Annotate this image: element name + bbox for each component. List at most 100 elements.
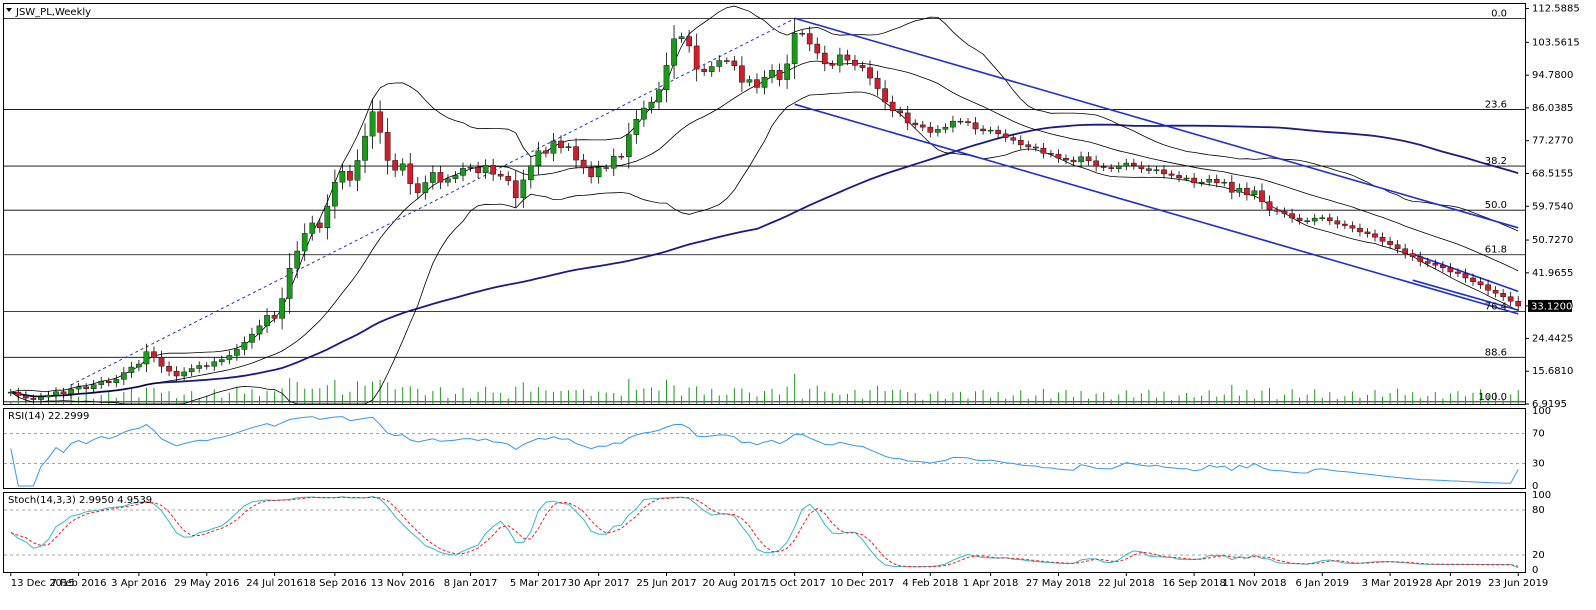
candle[interactable] bbox=[256, 319, 263, 341]
candle[interactable] bbox=[309, 215, 316, 241]
candle[interactable] bbox=[1176, 171, 1182, 183]
candle[interactable] bbox=[784, 54, 790, 89]
candle[interactable] bbox=[181, 367, 187, 381]
candle[interactable] bbox=[814, 37, 821, 60]
candle[interactable] bbox=[399, 158, 406, 176]
candle[interactable] bbox=[188, 364, 195, 377]
candle[interactable] bbox=[671, 25, 677, 79]
candle[interactable] bbox=[806, 26, 813, 52]
candle[interactable] bbox=[1326, 213, 1333, 225]
candle[interactable] bbox=[203, 362, 210, 370]
candle[interactable] bbox=[708, 61, 715, 77]
candle[interactable] bbox=[452, 171, 459, 184]
candle[interactable] bbox=[1387, 236, 1393, 249]
candle[interactable] bbox=[942, 123, 949, 134]
candle[interactable] bbox=[286, 253, 293, 314]
candle[interactable] bbox=[1342, 220, 1348, 230]
candle[interactable] bbox=[1364, 228, 1371, 238]
candle[interactable] bbox=[407, 152, 414, 195]
candle[interactable] bbox=[1055, 149, 1062, 163]
candle[interactable] bbox=[1085, 152, 1092, 166]
candle[interactable] bbox=[1168, 170, 1175, 179]
candle[interactable] bbox=[1432, 259, 1439, 269]
candle[interactable] bbox=[1417, 251, 1424, 267]
candle[interactable] bbox=[241, 336, 248, 356]
candle[interactable] bbox=[874, 70, 881, 96]
candle[interactable] bbox=[1492, 286, 1499, 298]
candle[interactable] bbox=[573, 138, 579, 169]
candle[interactable] bbox=[339, 163, 346, 190]
candle[interactable] bbox=[1221, 178, 1228, 187]
candle[interactable] bbox=[776, 63, 783, 87]
candle[interactable] bbox=[769, 64, 775, 84]
candle[interactable] bbox=[166, 361, 172, 377]
candle[interactable] bbox=[588, 161, 594, 184]
candle[interactable] bbox=[1357, 223, 1363, 237]
candle[interactable] bbox=[1033, 143, 1039, 152]
candle[interactable] bbox=[980, 125, 986, 135]
candle[interactable] bbox=[1251, 186, 1258, 200]
candle[interactable] bbox=[226, 350, 233, 365]
candle[interactable] bbox=[60, 387, 67, 398]
candle[interactable] bbox=[528, 156, 534, 189]
candle[interactable] bbox=[935, 125, 941, 137]
candle[interactable] bbox=[852, 55, 858, 71]
candle[interactable] bbox=[1334, 216, 1341, 229]
candle[interactable] bbox=[1507, 291, 1514, 306]
candle[interactable] bbox=[279, 287, 285, 330]
candle[interactable] bbox=[1281, 207, 1288, 218]
candle[interactable] bbox=[120, 366, 127, 386]
candle[interactable] bbox=[369, 99, 376, 149]
candle[interactable] bbox=[1462, 268, 1469, 283]
candle[interactable] bbox=[218, 355, 225, 366]
candle[interactable] bbox=[45, 391, 52, 401]
candle[interactable] bbox=[912, 119, 919, 129]
candle[interactable] bbox=[678, 32, 685, 43]
candle[interactable] bbox=[889, 95, 896, 118]
candle[interactable] bbox=[754, 73, 760, 94]
candle[interactable] bbox=[558, 135, 564, 154]
candle[interactable] bbox=[1191, 173, 1197, 188]
candle[interactable] bbox=[663, 52, 670, 103]
candle[interactable] bbox=[995, 125, 1001, 139]
candle[interactable] bbox=[23, 391, 29, 403]
candle[interactable] bbox=[30, 394, 37, 404]
candle[interactable] bbox=[68, 384, 74, 399]
candle[interactable] bbox=[377, 100, 383, 144]
candle[interactable] bbox=[234, 344, 240, 361]
candle[interactable] bbox=[821, 45, 828, 72]
candle[interactable] bbox=[1206, 174, 1213, 187]
candle[interactable] bbox=[1078, 151, 1084, 168]
candle[interactable] bbox=[950, 115, 956, 133]
candle[interactable] bbox=[1198, 178, 1205, 187]
candle[interactable] bbox=[648, 96, 655, 114]
candle[interactable] bbox=[497, 170, 504, 180]
triangle-down-icon[interactable] bbox=[6, 8, 12, 12]
candle[interactable] bbox=[1394, 240, 1401, 254]
candle[interactable] bbox=[1236, 183, 1243, 197]
candle[interactable] bbox=[633, 110, 640, 144]
candle[interactable] bbox=[98, 376, 105, 389]
candle[interactable] bbox=[618, 153, 625, 160]
candle[interactable] bbox=[158, 350, 165, 373]
candle[interactable] bbox=[1477, 277, 1484, 289]
candle[interactable] bbox=[1025, 140, 1032, 151]
candle[interactable] bbox=[882, 80, 888, 111]
candle[interactable] bbox=[693, 33, 700, 82]
candle[interactable] bbox=[1100, 162, 1107, 171]
candle[interactable] bbox=[1266, 195, 1273, 217]
candle[interactable] bbox=[15, 387, 22, 400]
candle[interactable] bbox=[490, 158, 496, 181]
candle[interactable] bbox=[354, 149, 361, 192]
candle[interactable] bbox=[113, 375, 120, 388]
stoch-pane-frame[interactable] bbox=[3, 492, 1526, 573]
candle[interactable] bbox=[1002, 129, 1009, 143]
candle[interactable] bbox=[625, 122, 632, 169]
candle[interactable] bbox=[904, 105, 911, 131]
candle[interactable] bbox=[701, 65, 708, 76]
candle[interactable] bbox=[1311, 213, 1318, 226]
candle[interactable] bbox=[1017, 135, 1024, 150]
candle[interactable] bbox=[1070, 156, 1077, 166]
candle[interactable] bbox=[75, 382, 82, 393]
